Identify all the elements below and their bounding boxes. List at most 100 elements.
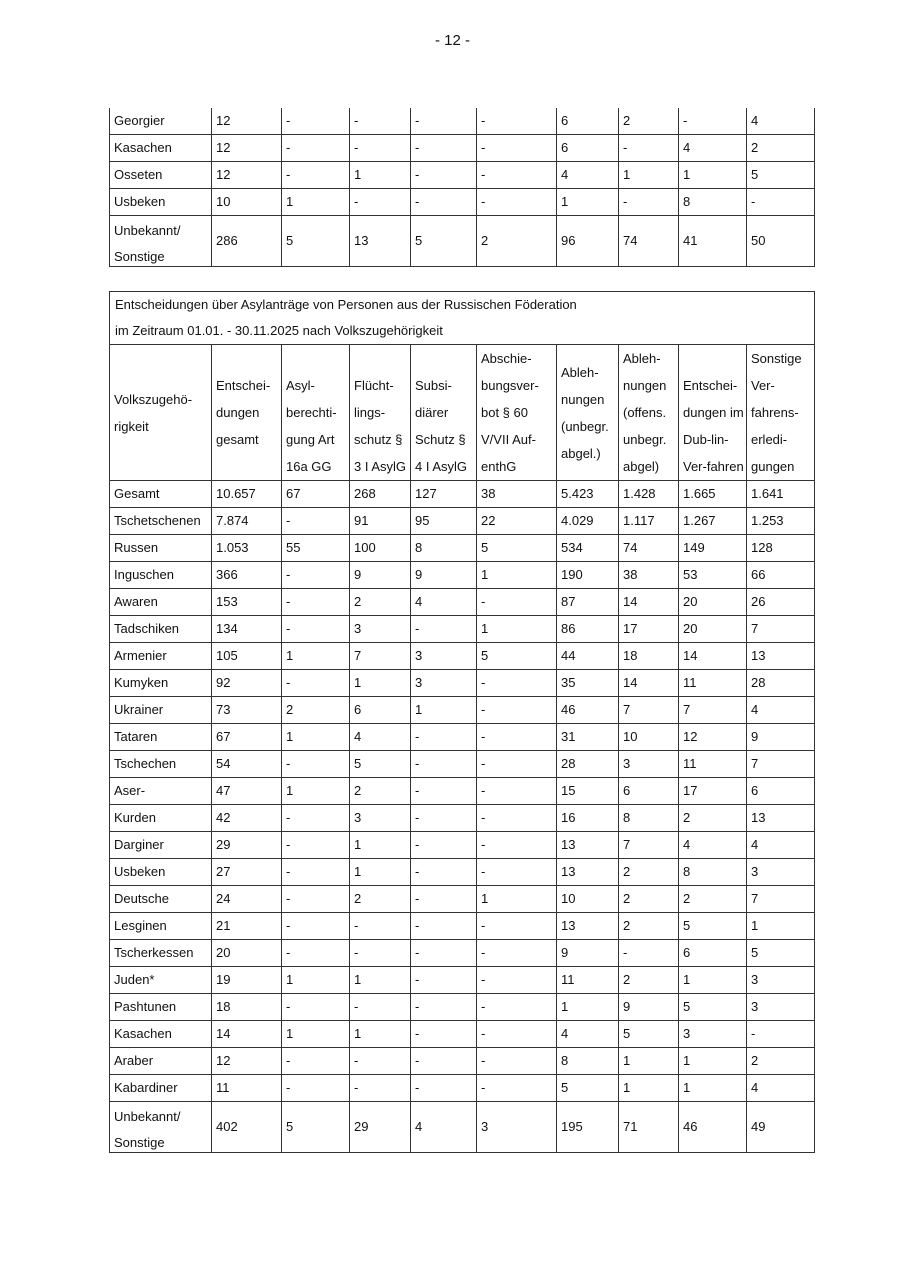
table-cell: 5 <box>678 993 747 1021</box>
row-label: Georgier <box>109 108 212 135</box>
column-header: Asyl-berechti-gung Art 16a GG <box>281 344 350 481</box>
table-cell: 1.641 <box>746 480 815 508</box>
table-cell: 31 <box>556 723 619 751</box>
table-cell: - <box>476 161 557 189</box>
table-cell: 1 <box>678 966 747 994</box>
table-cell: 1 <box>556 188 619 216</box>
table-cell: 1 <box>349 1020 411 1048</box>
table-cell: 1 <box>281 1020 350 1048</box>
table-cell: - <box>410 750 477 778</box>
table-cell: 11 <box>678 669 747 697</box>
table-cell: 1 <box>556 993 619 1021</box>
table-cell: 1 <box>746 912 815 940</box>
table-cell: 8 <box>556 1047 619 1075</box>
table-cell: 149 <box>678 534 747 562</box>
table-cell: - <box>281 1074 350 1102</box>
table-cell: 9 <box>349 561 411 589</box>
table-cell: - <box>410 188 477 216</box>
row-label: Araber <box>109 1047 212 1075</box>
table-row: Gesamt 10.657 67 268 127 38 5.423 1.428 1.665 1.6… <box>109 480 815 508</box>
table-cell: - <box>476 993 557 1021</box>
table-cell: 534 <box>556 534 619 562</box>
table-cell: 5.423 <box>556 480 619 508</box>
table-cell: 27 <box>211 858 282 886</box>
row-label: Juden* <box>109 966 212 994</box>
table-cell: 4 <box>556 1020 619 1048</box>
table-continued: Georgier 12- - - -6 2-4 Kasachen 12- - - -6-4 2 Osse… <box>109 108 815 267</box>
table-cell: 4 <box>746 831 815 859</box>
table-cell: 4 <box>746 108 815 135</box>
table-cell: 4 <box>556 161 619 189</box>
table-cell: 1 <box>349 669 411 697</box>
table-cell: - <box>281 993 350 1021</box>
table-cell: - <box>678 108 747 135</box>
table-row: Tataren 67 1 4- -31 10 12 9 <box>109 723 815 751</box>
table-cell: 153 <box>211 588 282 616</box>
table-row: Tschechen 54-5- -28 3 11 7 <box>109 750 815 778</box>
row-label: Unbekannt/ Sonstige <box>109 1101 212 1153</box>
table-cell: 7 <box>618 831 679 859</box>
table-cell: 1 <box>281 777 350 805</box>
table-cell: - <box>281 939 350 967</box>
column-header: Subsi-diärer Schutz § 4 I AsylG <box>410 344 477 481</box>
table-row: Aser- 47 1 2- -15 6 17 6 <box>109 777 815 805</box>
table-cell: 10 <box>211 188 282 216</box>
table-cell: 12 <box>211 161 282 189</box>
table-cell: 6 <box>556 134 619 162</box>
table-cell: 127 <box>410 480 477 508</box>
table-cell: 13 <box>746 804 815 832</box>
table-row: Inguschen 366-9 9 1 190 38 53 66 <box>109 561 815 589</box>
table-row: Darginer 29-1- -13 7 4 4 <box>109 831 815 859</box>
column-header: Entschei-dungen gesamt <box>211 344 282 481</box>
table-cell: 2 <box>678 885 747 913</box>
table-cell: 29 <box>211 831 282 859</box>
table-cell: 5 <box>349 750 411 778</box>
table-row: Usbeken 10 1- - -1-8- <box>109 188 815 216</box>
table-cell: 96 <box>556 215 619 267</box>
table-row: Kurden 42-3- -16 8 2 13 <box>109 804 815 832</box>
table-cell: - <box>476 1074 557 1102</box>
table-cell: 67 <box>211 723 282 751</box>
table-cell: 1 <box>476 615 557 643</box>
table-cell: 49 <box>746 1101 815 1153</box>
table-cell: 74 <box>618 534 679 562</box>
row-label: Usbeken <box>109 188 212 216</box>
table-cell: 5 <box>746 161 815 189</box>
table-cell: 4.029 <box>556 507 619 535</box>
table-cell: 14 <box>618 588 679 616</box>
table-cell: 4 <box>678 134 747 162</box>
table-row: Kasachen 12- - - -6-4 2 <box>109 134 815 162</box>
row-label: Kasachen <box>109 1020 212 1048</box>
table-cell: - <box>476 858 557 886</box>
table-row: Tscherkessen 20- - - -9-6 5 <box>109 939 815 967</box>
table-cell: 2 <box>618 885 679 913</box>
table-cell: 22 <box>476 507 557 535</box>
table-cell: 4 <box>746 696 815 724</box>
table-cell: 3 <box>476 1101 557 1153</box>
table-cell: 1 <box>678 1047 747 1075</box>
row-label: Russen <box>109 534 212 562</box>
table-cell: - <box>618 188 679 216</box>
table-cell: 11 <box>556 966 619 994</box>
table-cell: 1 <box>476 561 557 589</box>
table-cell: 7 <box>349 642 411 670</box>
table-cell: 16 <box>556 804 619 832</box>
table-title-row: Entscheidungen über Asylanträge von Pers… <box>109 291 815 345</box>
table-cell: 1 <box>281 642 350 670</box>
table-cell: 5 <box>281 1101 350 1153</box>
table-cell: - <box>476 669 557 697</box>
table-cell: 20 <box>678 615 747 643</box>
row-label: Gesamt <box>109 480 212 508</box>
table-cell: 5 <box>410 215 477 267</box>
table-cell: 95 <box>410 507 477 535</box>
table-cell: 2 <box>618 966 679 994</box>
row-label: Deutsche <box>109 885 212 913</box>
table-row: Tadschiken 134-3-1 86 17 20 7 <box>109 615 815 643</box>
table-cell: 5 <box>618 1020 679 1048</box>
table-row: Kabardiner 11- - - -5 1 1 4 <box>109 1074 815 1102</box>
table-cell: 7 <box>746 750 815 778</box>
table-cell: - <box>410 858 477 886</box>
table-cell: 3 <box>618 750 679 778</box>
table-cell: - <box>281 912 350 940</box>
table-cell: 15 <box>556 777 619 805</box>
